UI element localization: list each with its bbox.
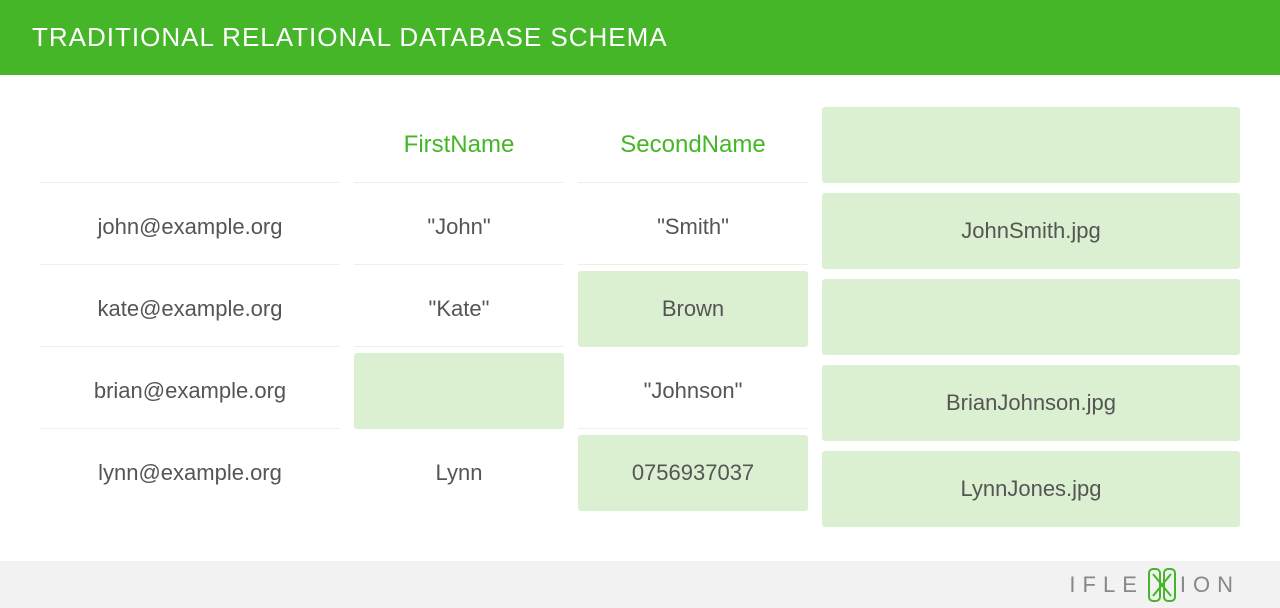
table-cell: "Johnson" — [578, 353, 808, 429]
column-header-email — [40, 107, 340, 183]
brand-logo: IFLE ION — [1069, 568, 1240, 602]
column-header-firstname: FirstName — [354, 107, 564, 183]
column-email: john@example.org kate@example.org brian@… — [40, 107, 340, 531]
table-cell-highlight: JohnSmith.jpg — [822, 193, 1240, 269]
table-cell: "Smith" — [578, 189, 808, 265]
table-cell-highlight: Brown — [578, 271, 808, 347]
page-title: TRADITIONAL RELATIONAL DATABASE SCHEMA — [32, 22, 668, 52]
table-cell: john@example.org — [40, 189, 340, 265]
table-cell: kate@example.org — [40, 271, 340, 347]
page-footer: IFLE ION — [0, 561, 1280, 608]
table-cell: brian@example.org — [40, 353, 340, 429]
brand-x-icon — [1148, 568, 1176, 602]
table-cell: "John" — [354, 189, 564, 265]
table-cell-highlight — [822, 279, 1240, 355]
column-secondname: SecondName "Smith" Brown "Johnson" 07569… — [578, 107, 808, 531]
column-header-image — [822, 107, 1240, 183]
column-header-secondname: SecondName — [578, 107, 808, 183]
column-image: JohnSmith.jpg BrianJohnson.jpg LynnJones… — [822, 107, 1240, 531]
page-header: TRADITIONAL RELATIONAL DATABASE SCHEMA — [0, 0, 1280, 75]
table-cell: "Kate" — [354, 271, 564, 347]
table-cell-highlight: LynnJones.jpg — [822, 451, 1240, 527]
column-firstname: FirstName "John" "Kate" Lynn — [354, 107, 564, 531]
table-cell: Lynn — [354, 435, 564, 511]
brand-text-left: IFLE — [1069, 572, 1143, 598]
table-cell-highlight — [354, 353, 564, 429]
table-cell-highlight: 0756937037 — [578, 435, 808, 511]
table-cell: lynn@example.org — [40, 435, 340, 511]
schema-table: john@example.org kate@example.org brian@… — [0, 75, 1280, 561]
table-cell-highlight: BrianJohnson.jpg — [822, 365, 1240, 441]
brand-text-right: ION — [1180, 572, 1240, 598]
